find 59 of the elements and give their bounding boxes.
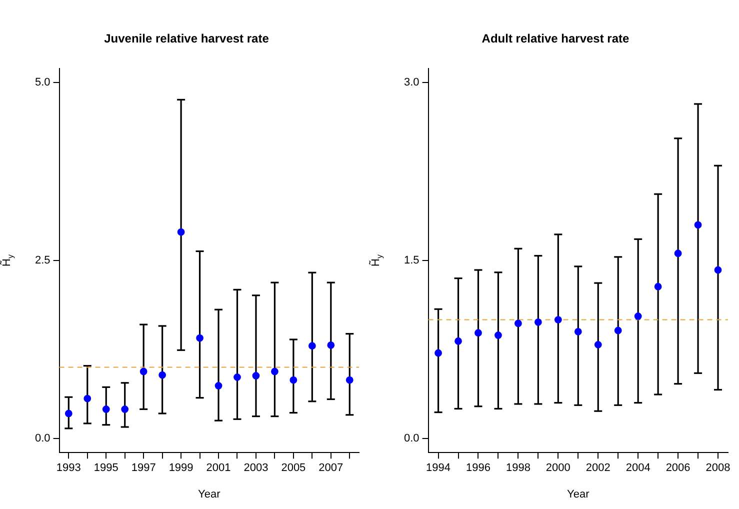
chart-title: Adult relative harvest rate — [482, 32, 630, 46]
point — [102, 406, 110, 413]
x-tick-label: 1996 — [466, 462, 490, 474]
y-tick-label: 0.0 — [34, 432, 50, 444]
chart-title: Juvenile relative harvest rate — [104, 32, 270, 46]
point — [290, 376, 298, 384]
point — [494, 332, 502, 339]
point — [634, 312, 642, 320]
point — [514, 320, 522, 328]
y-tick-label: 0.0 — [404, 432, 420, 444]
point — [64, 410, 72, 418]
y-tick-label: 5.0 — [34, 76, 50, 89]
point — [714, 266, 722, 274]
point — [574, 328, 582, 336]
y-tick-label: 2.5 — [34, 254, 50, 267]
point — [252, 372, 260, 380]
x-tick-label: 2003 — [244, 462, 268, 474]
point — [196, 334, 204, 342]
x-tick-label: 2006 — [666, 462, 690, 474]
point — [121, 406, 129, 413]
x-tick-label: 1999 — [168, 462, 194, 474]
point — [234, 373, 241, 381]
x-tick-label: 2000 — [546, 462, 570, 474]
point — [694, 221, 702, 229]
y-axis-title: H̃y — [0, 254, 15, 266]
point — [327, 341, 335, 349]
x-tick-label: 1994 — [426, 462, 451, 474]
x-tick-label: 2005 — [281, 462, 306, 474]
y-tick-label: 3.0 — [404, 76, 420, 89]
x-tick-label: 1993 — [56, 462, 81, 474]
point — [554, 316, 562, 324]
x-axis-title: Year — [198, 488, 221, 500]
point — [271, 368, 278, 376]
point — [674, 250, 682, 258]
x-tick-label: 2004 — [626, 462, 650, 474]
y-axis-title: H̃y — [369, 254, 384, 266]
x-tick-label: 2001 — [206, 462, 231, 474]
y-tick-label: 1.5 — [404, 254, 420, 267]
point — [346, 376, 354, 384]
point — [158, 371, 166, 379]
point — [614, 326, 622, 334]
point — [140, 368, 148, 376]
point — [454, 337, 462, 345]
point — [654, 282, 662, 290]
point — [308, 342, 316, 350]
point — [594, 340, 602, 348]
x-tick-label: 1997 — [131, 462, 156, 474]
x-tick-label: 1995 — [94, 462, 118, 474]
point — [214, 382, 222, 390]
x-tick-label: 2002 — [586, 462, 610, 474]
x-tick-label: 1998 — [506, 462, 530, 474]
x-axis-title: Year — [567, 488, 590, 500]
point — [177, 228, 185, 236]
point — [474, 329, 482, 337]
x-tick-label: 2008 — [706, 462, 730, 474]
point — [84, 394, 92, 402]
point — [534, 318, 542, 326]
x-tick-label: 2007 — [318, 462, 344, 474]
point — [434, 349, 442, 357]
